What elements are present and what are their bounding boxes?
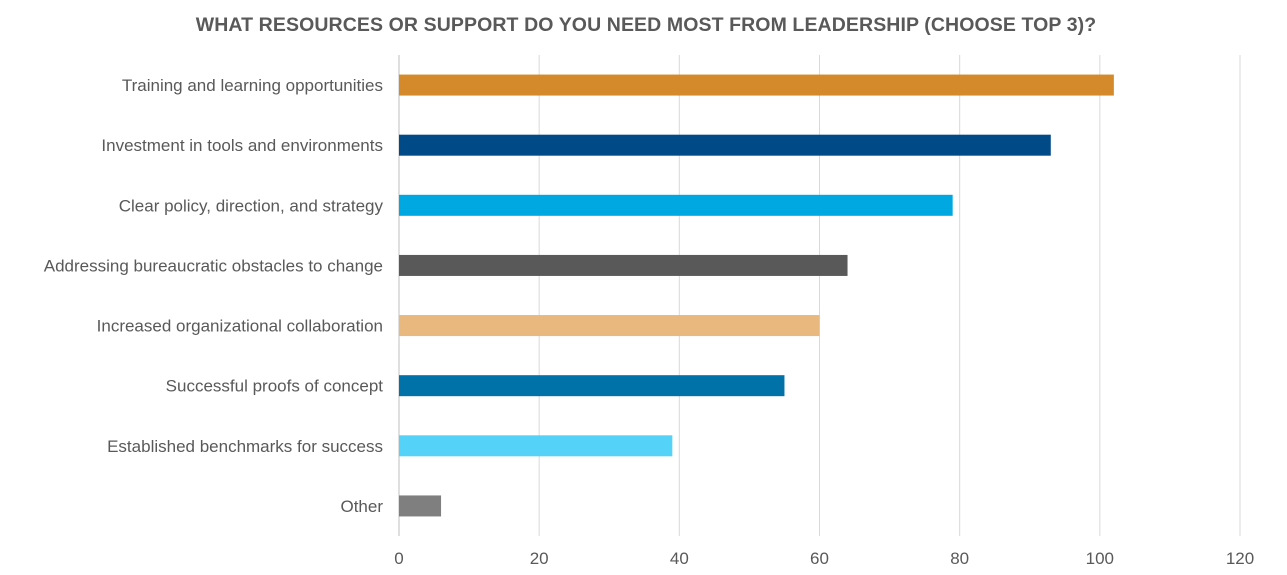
chart-title: WHAT RESOURCES OR SUPPORT DO YOU NEED MO… <box>195 14 1097 36</box>
bar <box>399 435 673 457</box>
x-tick-label: 60 <box>810 549 829 568</box>
bars <box>399 74 1114 517</box>
bar <box>399 194 953 216</box>
gridlines <box>398 55 1241 536</box>
category-label: Addressing bureaucratic obstacles to cha… <box>44 256 383 275</box>
bar <box>399 315 820 337</box>
category-labels: Training and learning opportunities Inves… <box>44 76 384 516</box>
category-label: Other <box>340 497 383 516</box>
category-label: Established benchmarks for success <box>107 437 383 456</box>
bar <box>399 375 785 397</box>
bar <box>399 74 1114 96</box>
x-tick-label: 80 <box>950 549 969 568</box>
bar <box>399 495 442 517</box>
category-label: Investment in tools and environments <box>101 136 383 155</box>
bar <box>399 254 848 276</box>
x-tick-labels: 0 20 40 60 80 100 120 <box>394 549 1254 568</box>
category-label: Training and learning opportunities <box>122 76 383 95</box>
x-tick-label: 0 <box>394 549 403 568</box>
bar <box>399 134 1051 156</box>
category-label: Clear policy, direction, and strategy <box>119 196 384 215</box>
x-tick-label: 100 <box>1086 549 1114 568</box>
category-label: Successful proofs of concept <box>166 377 384 396</box>
x-tick-label: 120 <box>1226 549 1254 568</box>
x-tick-label: 40 <box>670 549 689 568</box>
category-label: Increased organizational collaboration <box>97 317 383 336</box>
x-tick-label: 20 <box>530 549 549 568</box>
